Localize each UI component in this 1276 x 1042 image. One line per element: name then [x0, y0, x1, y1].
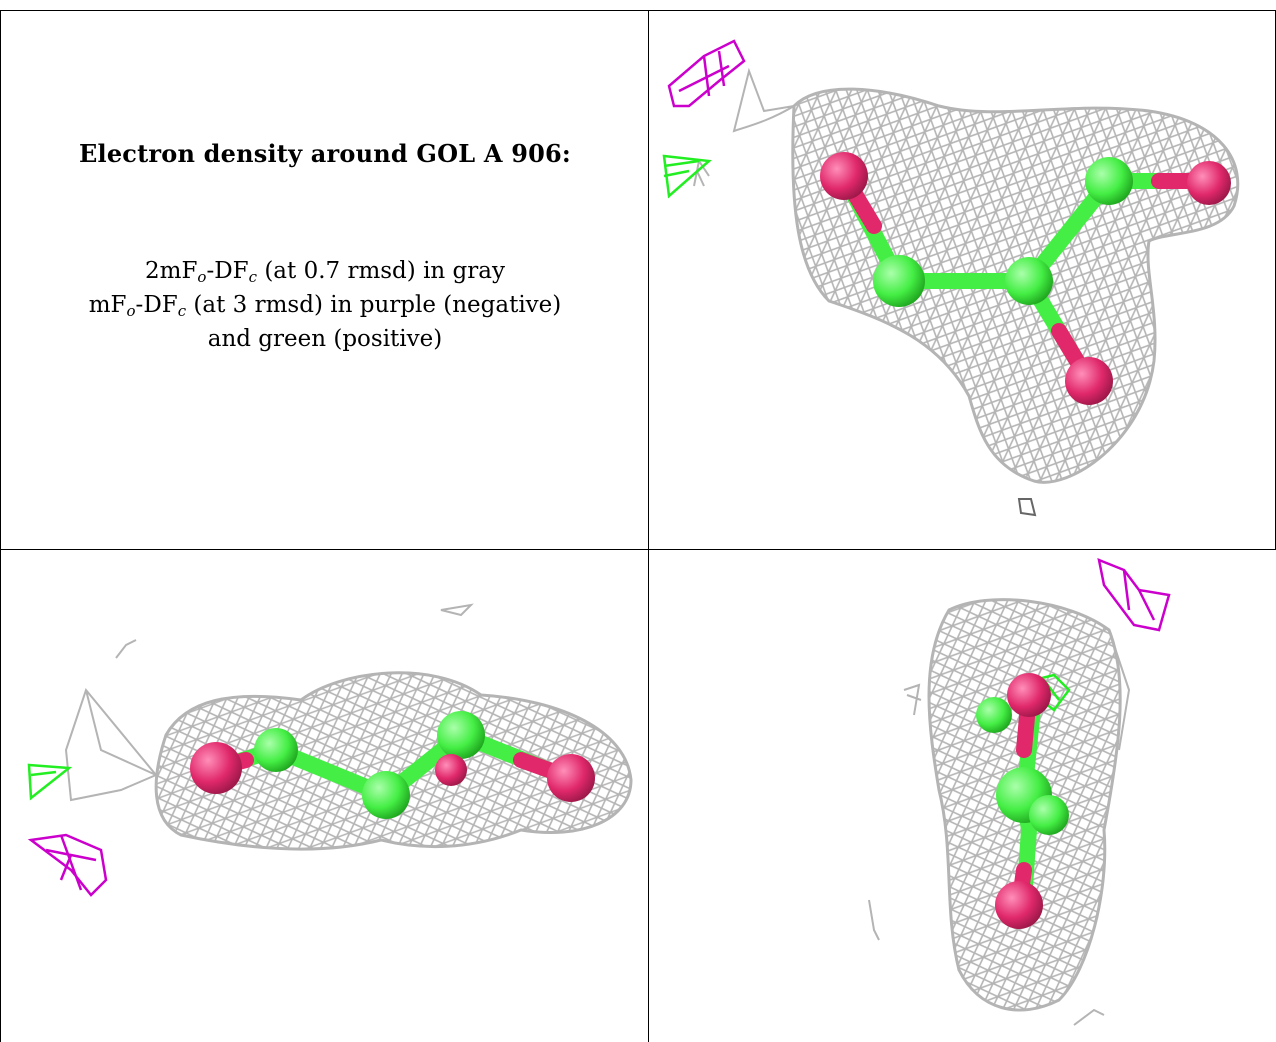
glycerol-ball-and-stick — [820, 152, 1231, 405]
green-mesh-positive — [27, 763, 73, 801]
figure-legend: 2mFo-DFc (at 0.7 rmsd) in gray mFo-DFc (… — [1, 254, 648, 356]
gray-mesh-2fofc — [868, 598, 1131, 1026]
density-view-bottom-left — [1, 550, 648, 1042]
density-view-bottom-right — [649, 550, 1276, 1042]
figure-title: Electron density around GOL A 906: — [79, 139, 571, 168]
middle-horizontal-divider — [0, 549, 1276, 550]
legend-line-fofc: mFo-DFc (at 3 rmsd) in purple (negative) — [88, 292, 562, 320]
gray-mesh-2fofc — [64, 603, 633, 851]
purple-mesh-negative — [27, 833, 108, 897]
density-view-top-right — [649, 11, 1275, 549]
glycerol-ball-and-stick — [976, 673, 1069, 929]
left-border — [0, 10, 1, 1042]
purple-mesh-negative — [1097, 557, 1171, 632]
density-render-3 — [868, 557, 1171, 1026]
middle-vertical-divider — [648, 10, 649, 1042]
caption-cell: Electron density around GOL A 906: 2mFo-… — [1, 11, 648, 549]
gray-mesh-2fofc — [693, 67, 1240, 517]
green-mesh-positive — [662, 154, 712, 199]
top-border — [0, 10, 1276, 11]
glycerol-ball-and-stick — [190, 711, 595, 819]
legend-line-colors: and green (positive) — [207, 326, 443, 352]
density-render-2 — [27, 603, 633, 897]
density-render-1 — [662, 39, 1240, 517]
legend-line-2fofc: 2mFo-DFc (at 0.7 rmsd) in gray — [145, 258, 505, 286]
purple-mesh-negative — [667, 39, 746, 108]
